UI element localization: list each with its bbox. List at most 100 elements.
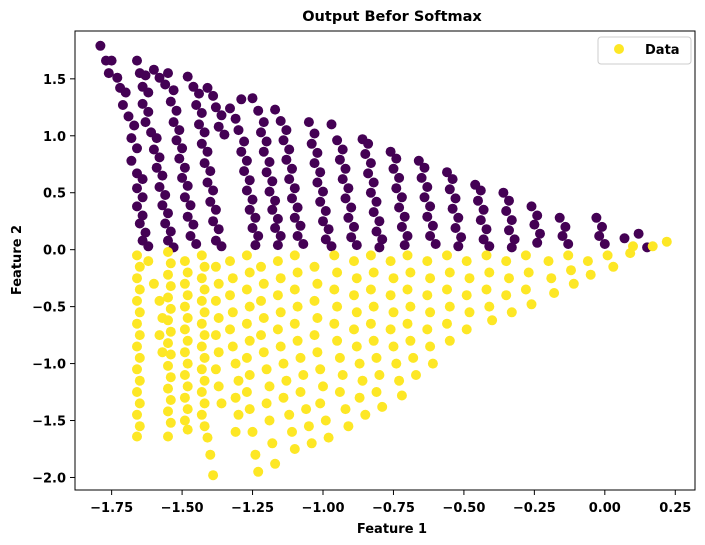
data-point-415 [365,250,376,261]
data-point-110 [256,127,266,138]
data-point-344 [247,426,258,437]
data-point-454 [444,335,455,346]
data-point-43 [163,235,173,246]
data-point-123 [270,104,281,115]
data-point-57 [179,162,190,173]
data-point-375 [289,318,300,329]
data-point-400 [334,352,345,363]
data-point-294 [182,424,193,435]
data-point-211 [478,204,489,215]
data-point-397 [332,301,343,312]
data-point-417 [365,284,376,295]
data-point-159 [340,193,351,204]
data-point-129 [287,163,297,174]
data-point-302 [199,330,210,341]
data-point-333 [230,426,241,437]
data-point-104 [247,223,258,233]
data-point-317 [213,313,224,323]
data-point-475 [549,288,560,298]
data-point-315 [213,278,224,289]
data-point-440 [408,352,419,363]
data-point-87 [210,102,221,113]
data-point-268 [163,315,173,326]
data-point-194 [425,201,436,212]
data-point-185 [399,211,410,222]
data-point-173 [368,207,379,218]
data-point-462 [481,284,492,295]
data-point-163 [346,232,357,243]
data-point-25 [140,70,151,81]
data-point-98 [239,166,250,177]
data-point-377 [295,352,306,363]
data-point-127 [284,144,295,155]
data-point-74 [202,146,213,157]
data-point-2 [106,55,117,66]
data-point-66 [182,71,193,82]
data-point-265 [165,281,176,292]
data-point-93 [236,94,247,105]
data-point-405 [349,256,359,267]
data-point-406 [351,273,362,284]
data-point-224 [532,210,543,221]
data-point-278 [163,431,173,442]
data-point-420 [368,335,379,346]
chart-title: Output Befor Softmax [302,9,482,25]
data-point-480 [585,269,596,280]
data-point-218 [501,206,512,216]
data-point-477 [566,265,576,276]
data-point-58 [177,172,188,183]
data-point-221 [509,234,520,245]
data-point-284 [182,313,193,323]
data-point-402 [334,387,345,397]
data-point-235 [599,239,610,249]
data-point-260 [154,330,165,341]
data-point-334 [241,250,252,261]
data-point-465 [501,256,512,267]
data-point-68 [194,88,204,99]
data-point-388 [312,347,323,358]
data-point-135 [295,220,306,231]
data-point-237 [633,228,644,239]
data-point-330 [233,375,244,386]
data-point-430 [388,341,399,352]
data-point-149 [323,224,334,235]
data-point-160 [346,202,357,213]
data-point-313 [208,470,219,481]
data-point-262 [163,247,173,257]
data-point-474 [546,273,557,284]
data-point-141 [312,147,323,158]
data-point-382 [306,438,317,449]
data-point-19 [134,218,145,229]
data-point-322 [216,398,227,409]
data-point-243 [132,295,142,306]
data-point-395 [332,267,343,278]
data-point-352 [258,347,269,358]
data-point-69 [191,100,202,110]
data-point-435 [405,267,416,278]
data-point-453 [442,318,452,329]
data-point-342 [241,387,252,397]
data-point-374 [292,301,303,312]
data-points [95,40,672,481]
data-point-431 [391,358,402,369]
data-point-246 [134,330,145,341]
data-point-441 [411,370,421,380]
data-point-324 [227,273,238,284]
data-point-136 [292,231,303,241]
data-point-192 [422,182,433,192]
data-point-256 [143,256,154,267]
data-point-258 [154,295,165,306]
data-point-50 [165,96,176,107]
data-point-55 [177,143,188,154]
data-point-409 [349,324,359,335]
data-point-484 [628,241,638,252]
data-point-166 [363,138,374,149]
data-point-476 [563,250,574,261]
data-point-29 [143,106,154,117]
data-point-285 [179,324,190,335]
data-point-90 [219,129,230,140]
data-point-97 [241,155,252,166]
data-point-303 [196,341,207,352]
data-point-168 [365,158,376,169]
